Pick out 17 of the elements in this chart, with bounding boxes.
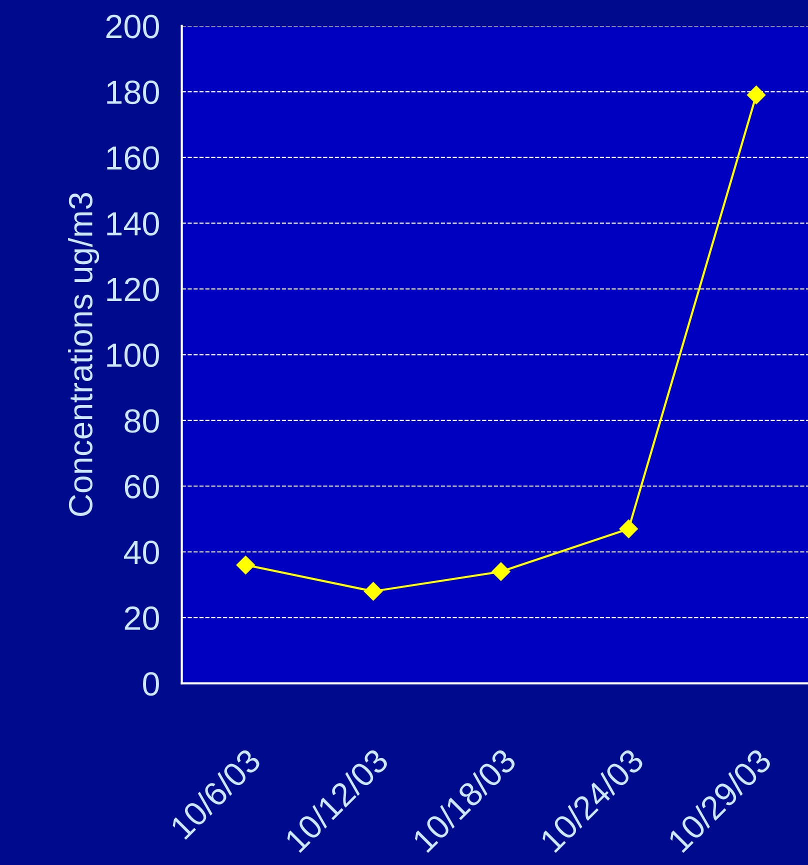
y-tick-label: 160 [107,146,159,170]
y-tick-label: 200 [106,14,159,38]
y-tick-label: 140 [107,212,159,236]
y-tick-label: 20 [124,606,159,630]
y-tick-label: 180 [107,80,159,104]
point [492,562,510,581]
point [236,556,255,574]
point [746,86,766,104]
y-axis-title: Concentrations ug/m3 [68,193,100,516]
y-tick-label: 120 [107,278,159,302]
y-tick-label: 0 [143,672,159,696]
y-tick-label: 80 [124,409,159,433]
point [364,582,383,601]
y-tick-label: 60 [124,474,159,499]
point [619,520,638,538]
y-tick-label: 100 [107,343,159,368]
y-tick-label: 40 [124,540,159,564]
